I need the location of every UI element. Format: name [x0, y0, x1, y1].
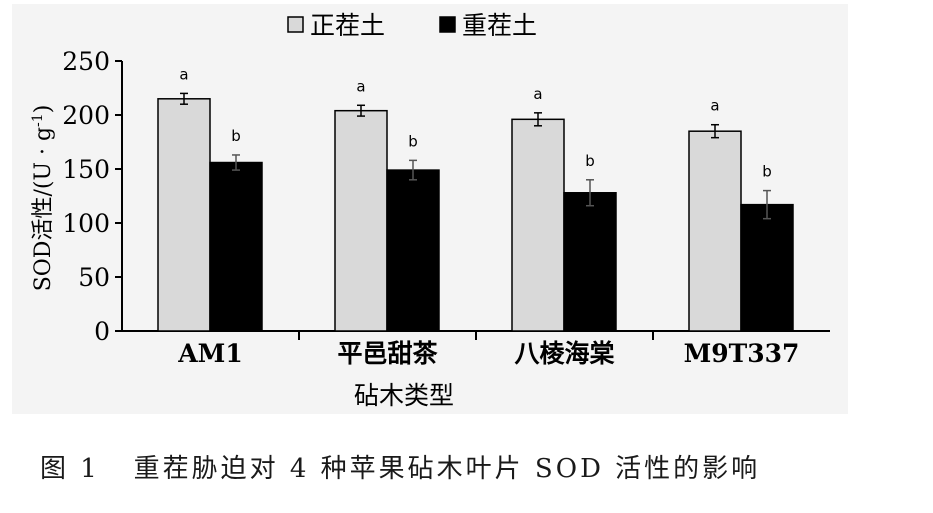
figure-caption: 图 1 重茬胁迫对 4 种苹果砧木叶片 SOD 活性的影响 [40, 454, 761, 484]
bar [209, 161, 263, 332]
y-tick-label: 250 [62, 47, 110, 76]
significance-letter: a [179, 65, 188, 83]
y-axis-label-main: SOD活性/(U · g [31, 127, 56, 291]
x-tick-label: M9T337 [684, 339, 800, 368]
significance-letter: b [762, 163, 772, 181]
significance-letter: b [231, 127, 241, 145]
bar [386, 169, 440, 332]
y-tick-label: 100 [62, 209, 110, 238]
y-axis-label: SOD活性/(U · g-1) [30, 105, 56, 292]
bar [511, 118, 565, 332]
bar [688, 130, 742, 332]
x-tick-label: 八棱海棠 [514, 339, 614, 368]
y-tick-label: 200 [62, 101, 110, 130]
y-axis-label-tail: ) [31, 105, 56, 114]
bar [740, 203, 794, 332]
y-tick-label: 50 [78, 263, 110, 292]
bar [334, 109, 388, 332]
y-axis-label-superscript: -1 [30, 113, 46, 127]
x-tick-label: AM1 [177, 339, 242, 368]
significance-letter: b [408, 132, 418, 150]
y-tick-label: 150 [62, 155, 110, 184]
bar [563, 192, 617, 332]
x-tick-label: 平邑甜茶 [337, 339, 438, 368]
x-axis-label: 砧木类型 [354, 381, 454, 410]
significance-letter: a [533, 85, 542, 103]
legend-label: 重茬土 [462, 11, 537, 40]
legend-label: 正茬土 [310, 11, 385, 40]
bar [157, 98, 211, 332]
significance-letter: a [710, 97, 719, 115]
legend-swatch [287, 16, 304, 33]
significance-letter: a [356, 77, 365, 95]
significance-letter: b [585, 152, 595, 170]
y-tick-label: 0 [94, 317, 110, 346]
chart: 0 50 100 150 200 250 SOD活性/(U · g-1) a b AM1 a b 平邑甜… [12, 4, 848, 414]
legend-swatch [439, 16, 456, 33]
